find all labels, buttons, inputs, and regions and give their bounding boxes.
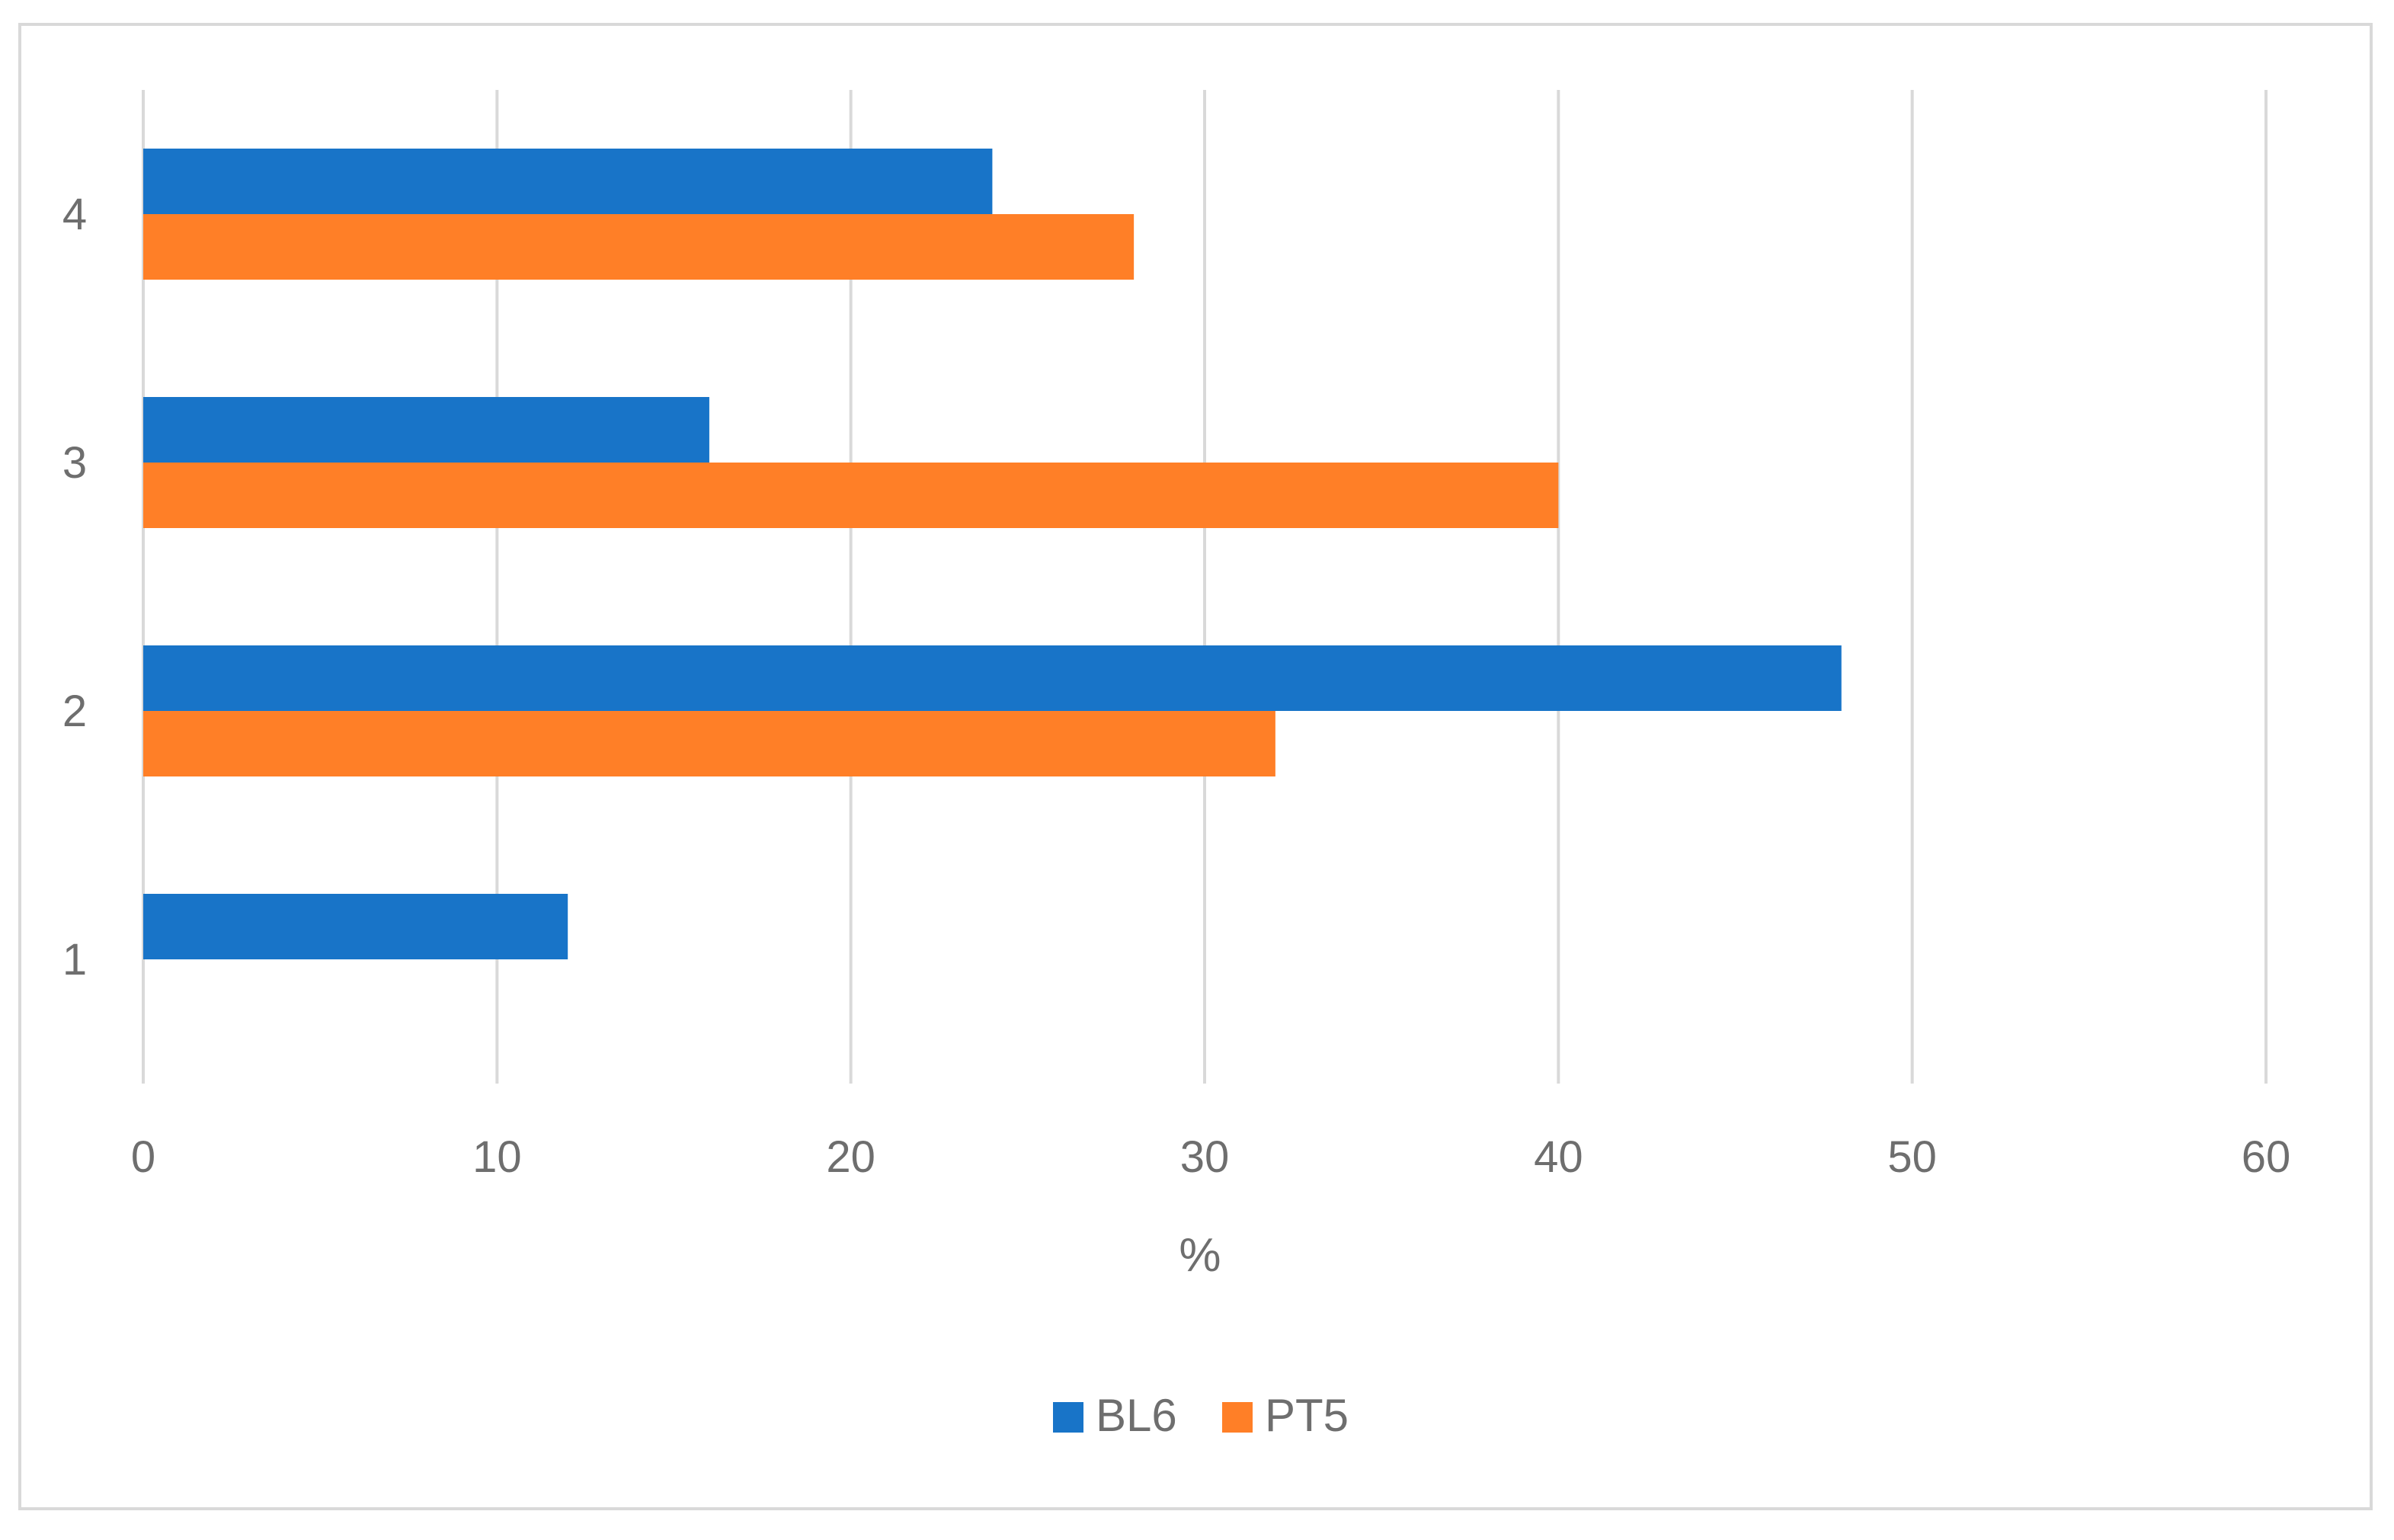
y-axis-ticks: 1 2 3 4 [62, 190, 87, 985]
x-tick-label: 60 [2242, 1132, 2291, 1182]
x-tick-label: 20 [826, 1132, 875, 1182]
bar-bl6-1 [143, 894, 568, 959]
bar-bl6-2 [143, 645, 1842, 711]
x-tick-label: 30 [1180, 1132, 1230, 1182]
bar-pt5-2 [143, 711, 1275, 776]
y-tick-label: 3 [62, 438, 87, 488]
bars [143, 149, 1842, 959]
legend-label-pt5: PT5 [1265, 1390, 1349, 1441]
y-tick-label: 4 [62, 190, 87, 239]
bar-bl6-3 [143, 397, 709, 463]
y-tick-label: 2 [62, 687, 87, 736]
x-tick-label: 0 [131, 1132, 155, 1182]
x-axis-title: % [1179, 1229, 1221, 1282]
x-tick-label: 50 [1887, 1132, 1937, 1182]
bar-pt5-4 [143, 214, 1135, 280]
legend-label-bl6: BL6 [1096, 1390, 1177, 1441]
legend-swatch-bl6 [1053, 1402, 1083, 1433]
bar-bl6-4 [143, 149, 993, 214]
legend-swatch-pt5 [1222, 1402, 1253, 1433]
x-axis-ticks: 0 10 20 30 40 50 60 [131, 1132, 2290, 1182]
x-tick-label: 10 [472, 1132, 522, 1182]
y-tick-label: 1 [62, 935, 87, 985]
bar-pt5-3 [143, 463, 1559, 528]
legend: BL6 PT5 [1053, 1390, 1349, 1441]
x-tick-label: 40 [1534, 1132, 1583, 1182]
